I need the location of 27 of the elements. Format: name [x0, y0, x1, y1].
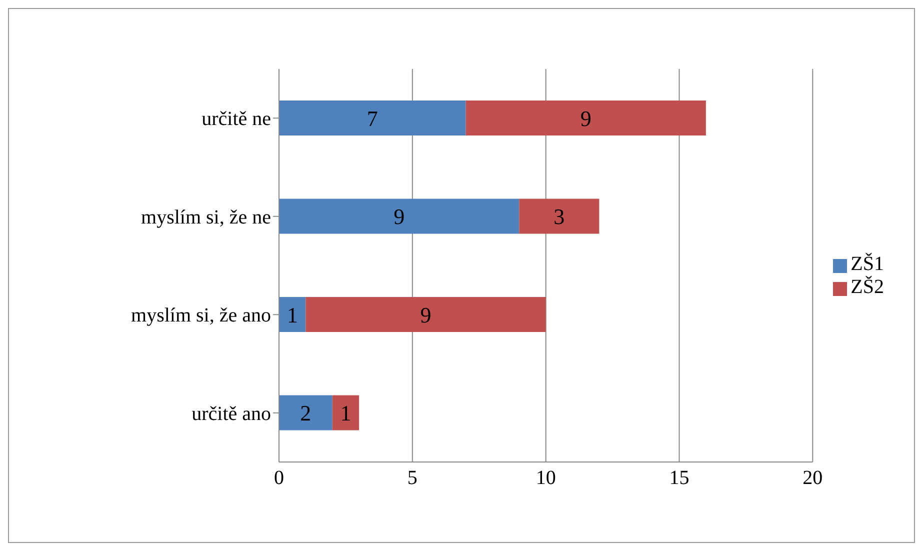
x-tick-label: 0 — [274, 467, 284, 490]
y-tick-label: myslím si, že ne — [141, 206, 272, 228]
data-label: 7 — [366, 106, 378, 131]
data-label: 9 — [420, 302, 432, 328]
data-label: 9 — [580, 106, 592, 131]
x-tick-label: 10 — [536, 467, 556, 490]
bar — [466, 100, 706, 136]
data-label: 2 — [300, 400, 312, 426]
data-label: 1 — [340, 400, 352, 426]
bar — [279, 296, 306, 332]
x-tick-label: 20 — [802, 467, 823, 490]
x-tick-label: 5 — [407, 467, 418, 490]
bar — [279, 395, 332, 430]
bar — [279, 198, 520, 234]
bar — [279, 100, 466, 136]
data-label: 9 — [394, 204, 405, 229]
bar — [332, 395, 360, 430]
legend-label: ZŠ2 — [850, 276, 884, 298]
y-tick-label: určitě ne — [202, 108, 272, 130]
x-tick-label: 15 — [669, 467, 690, 490]
data-label: 1 — [286, 302, 298, 328]
y-tick-label: určitě ano — [192, 402, 271, 425]
y-tick-label: myslím si, že ano — [131, 304, 271, 327]
legend-label: ZŠ1 — [850, 252, 884, 274]
bar — [306, 296, 546, 332]
data-label: 3 — [554, 204, 565, 229]
bar — [519, 198, 600, 234]
